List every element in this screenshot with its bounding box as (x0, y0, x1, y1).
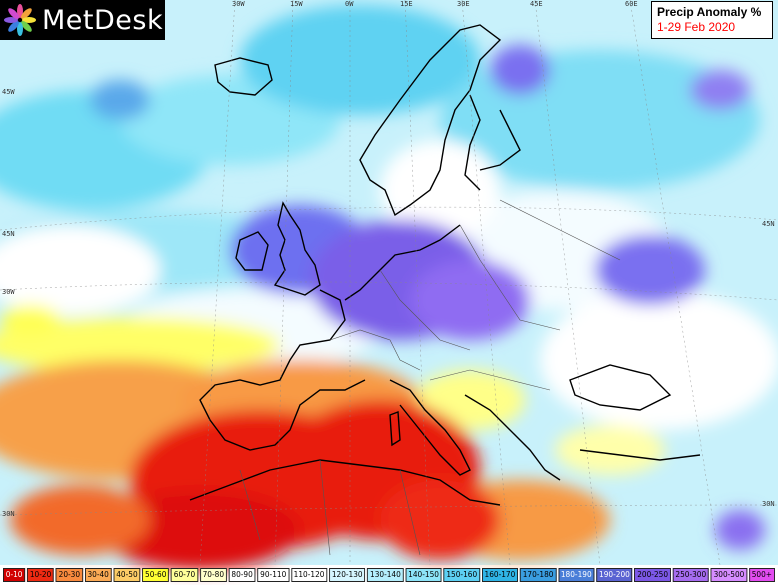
color-legend: 0-10 10-20 20-30 30-40 40-50 50-60 60-70 70-80 8… (3, 568, 775, 582)
legend-item: 170-180 (519, 568, 557, 582)
legend-item: 110-120 (290, 568, 328, 582)
legend-item: 90-110 (257, 568, 290, 582)
legend-item: 180-190 (558, 568, 595, 582)
legend-item: 250-300 (672, 568, 709, 582)
lat-label-left-3: 45N (2, 230, 15, 238)
anomaly-fields (0, 5, 778, 570)
lat-label-left-1: 45W (2, 88, 15, 96)
lat-label-right-2: 30N (762, 500, 775, 508)
title-box: Precip Anomaly % 1-29 Feb 2020 (651, 1, 773, 39)
legend-item: 70-80 (199, 568, 227, 582)
country-borders (239, 199, 621, 556)
lon-label-15e: 15E (400, 0, 413, 8)
lat-label-left-4: 30N (2, 510, 15, 518)
lon-label-60e: 60E (625, 0, 638, 8)
legend-item: 140-150 (405, 568, 442, 582)
legend-item: 60-70 (171, 568, 198, 582)
legend-item: 500+ (748, 568, 775, 582)
legend-item: 80-90 (228, 568, 256, 582)
lon-label-45e: 45E (530, 0, 543, 8)
lon-label-15w: 15W (290, 0, 303, 8)
legend-item: 0-10 (3, 568, 26, 582)
legend-item: 160-170 (481, 568, 519, 582)
legend-item: 20-30 (55, 568, 83, 582)
legend-item: 10-20 (27, 568, 55, 582)
map-title: Precip Anomaly % (657, 5, 762, 19)
legend-item: 130-140 (367, 568, 404, 582)
legend-item: 150-160 (443, 568, 480, 582)
legend-item: 40-50 (113, 568, 141, 582)
map-date-range: 1-29 Feb 2020 (657, 20, 736, 34)
graticule (0, 0, 778, 566)
lon-label-30w: 30W (232, 0, 245, 8)
legend-item: 120-130 (329, 568, 366, 582)
legend-item: 300-500 (710, 568, 748, 582)
legend-item: 190-200 (596, 568, 633, 582)
metdesk-logo: MetDesk (0, 0, 165, 40)
lat-label-right-1: 45N (762, 220, 775, 228)
lat-label-left-2: 30W (2, 288, 15, 296)
legend-item: 30-40 (84, 568, 112, 582)
coastlines (189, 24, 701, 506)
legend-item: 200-250 (634, 568, 671, 582)
lon-label-30e: 30E (457, 0, 470, 8)
lon-label-0w: 0W (345, 0, 354, 8)
logo-text: MetDesk (42, 4, 164, 36)
flower-logo-icon (4, 4, 36, 36)
legend-item: 50-60 (142, 568, 170, 582)
